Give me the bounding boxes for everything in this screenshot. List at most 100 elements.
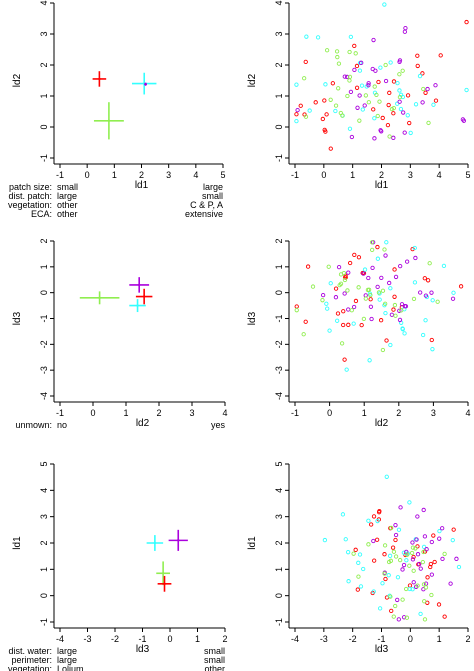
point-cyan <box>383 310 388 316</box>
panel-3: -1 0 1 2 3 4 -4 -3 -2 -1 0 1 2 ld2 ld3 unmown: no yes <box>12 238 228 430</box>
point-cyan <box>450 538 455 543</box>
group-purple-mean <box>177 539 180 542</box>
x-tick-label: -2 <box>349 634 357 644</box>
point-red <box>320 116 325 122</box>
x-axis-label: ld1 <box>135 180 149 191</box>
y-tick-label: 2 <box>274 238 284 243</box>
point-purple <box>361 271 366 276</box>
point-cyan <box>327 328 332 333</box>
point-purple <box>351 304 357 310</box>
point-cyan <box>294 118 299 124</box>
point-red <box>407 583 413 588</box>
annotation-left-value: large <box>57 655 77 665</box>
point-purple <box>418 566 423 571</box>
x-tick-label: 2 <box>139 170 144 180</box>
point-cyan <box>343 537 348 542</box>
point-green <box>369 240 375 245</box>
point-red <box>360 270 365 276</box>
point-purple <box>371 37 376 43</box>
y-tick-label: 3 <box>274 514 284 519</box>
point-purple <box>357 93 362 98</box>
annotation-label: vegetation: <box>8 664 52 671</box>
point-red <box>352 252 357 258</box>
point-purple <box>396 617 401 622</box>
point-green <box>356 574 361 579</box>
x-tick-label: 1 <box>350 170 355 180</box>
y-tick-label: -3 <box>39 366 49 374</box>
annotation-right-value: other <box>204 664 225 671</box>
point-cyan <box>400 94 406 100</box>
x-axis-label: ld3 <box>375 644 389 655</box>
point-green <box>366 100 371 105</box>
point-red <box>354 85 360 90</box>
x-axis-label: ld2 <box>375 418 389 429</box>
point-purple <box>397 59 402 65</box>
point-purple <box>402 130 407 135</box>
point-cyan <box>417 73 423 79</box>
point-purple <box>429 290 434 295</box>
y-tick-label: 0 <box>274 593 284 598</box>
y-tick-label: 0 <box>274 124 284 129</box>
point-cyan <box>420 332 426 338</box>
point-green <box>338 110 343 116</box>
y-tick-label: 4 <box>39 0 49 5</box>
y-tick-label: 5 <box>274 461 284 466</box>
point-green <box>429 592 434 598</box>
y-axis-label: ld3 <box>247 311 258 325</box>
point-cyan <box>431 102 436 107</box>
annotation-right-value: yes <box>211 420 226 430</box>
point-red <box>369 522 374 527</box>
annotation-left-value: other <box>57 209 78 219</box>
point-cyan <box>371 589 376 594</box>
point-green <box>320 298 325 303</box>
point-green <box>302 76 307 81</box>
point-green <box>410 545 416 550</box>
point-green <box>400 597 405 602</box>
point-purple <box>373 68 378 73</box>
point-cyan <box>464 87 469 93</box>
annotation-right-value: extensive <box>185 209 223 219</box>
point-purple <box>346 307 351 312</box>
point-cyan <box>346 579 351 584</box>
point-purple <box>344 74 350 80</box>
x-tick-label: 1 <box>362 408 367 418</box>
x-tick-label: -1 <box>56 170 64 180</box>
point-red <box>458 284 464 289</box>
point-red <box>342 357 347 362</box>
point-red <box>387 90 392 95</box>
annotation-left-value: no <box>57 420 67 430</box>
point-red <box>322 98 327 103</box>
point-green <box>393 313 398 318</box>
point-red <box>432 559 437 565</box>
point-cyan <box>384 474 389 479</box>
point-purple <box>366 81 371 86</box>
point-red <box>352 43 357 49</box>
point-red <box>428 564 433 570</box>
x-tick-label: 2 <box>156 408 161 418</box>
point-green <box>435 299 440 304</box>
point-purple <box>383 253 388 258</box>
point-red <box>384 338 389 343</box>
point-cyan <box>413 102 419 107</box>
point-green <box>368 293 373 298</box>
point-purple <box>440 526 445 531</box>
point-purple <box>391 135 396 140</box>
point-green <box>382 571 387 576</box>
point-red <box>423 90 428 95</box>
point-green <box>337 282 342 288</box>
group-red-mean <box>98 77 101 81</box>
panel-5: -4 -3 -2 -1 0 1 2 -1 0 1 2 3 4 5 ld3 ld1 dist. water: lar… <box>8 461 228 671</box>
x-tick-label: 1 <box>112 170 117 180</box>
point-cyan <box>357 68 363 73</box>
point-purple <box>415 514 420 519</box>
x-tick-label: 0 <box>167 634 172 644</box>
point-cyan <box>378 65 383 70</box>
y-tick-label: 2 <box>39 62 49 67</box>
x-tick-label: -3 <box>83 634 91 644</box>
point-purple <box>448 581 453 586</box>
point-green <box>391 105 396 111</box>
x-tick-label: 4 <box>465 408 470 418</box>
point-red <box>354 63 360 69</box>
y-tick-label: 3 <box>39 31 49 36</box>
